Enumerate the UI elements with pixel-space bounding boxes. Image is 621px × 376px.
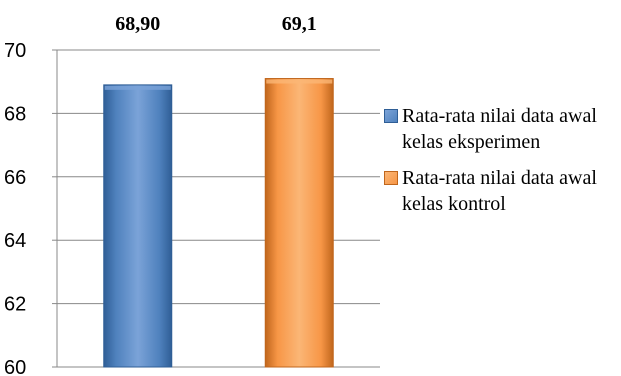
data-label: 69,1: [282, 13, 317, 35]
legend-label-kontrol: Rata-rata nilai data awal kelas kontrol: [402, 167, 597, 215]
legend-item-eksperimen: Rata-rata nilai data awal kelas eksperim…: [384, 103, 620, 155]
y-tick-label: 64: [4, 230, 26, 252]
legend: Rata-rata nilai data awal kelas eksperim…: [384, 103, 620, 227]
y-tick-label: 68: [4, 103, 26, 125]
legend-swatch-eksperimen: [384, 109, 398, 123]
y-tick-label: 62: [4, 294, 26, 316]
y-tick-labels: 60 62 64 66 68 70: [4, 40, 26, 376]
y-tick-label: 66: [4, 167, 26, 189]
bar-top-bevel: [104, 85, 171, 90]
legend-label-eksperimen: Rata-rata nilai data awal kelas eksperim…: [402, 105, 597, 153]
data-label: 68,90: [115, 13, 160, 35]
legend-item-kontrol: Rata-rata nilai data awal kelas kontrol: [384, 165, 620, 217]
data-labels: 68,90 69,1: [115, 13, 317, 35]
legend-swatch-kontrol: [384, 171, 398, 185]
bar-top-bevel: [266, 79, 333, 84]
bar-kontrol: [264, 78, 334, 368]
bars: [103, 78, 334, 368]
y-tick-label: 60: [4, 357, 26, 376]
y-tick-label: 70: [4, 40, 26, 62]
bar-eksperimen: [103, 84, 173, 368]
